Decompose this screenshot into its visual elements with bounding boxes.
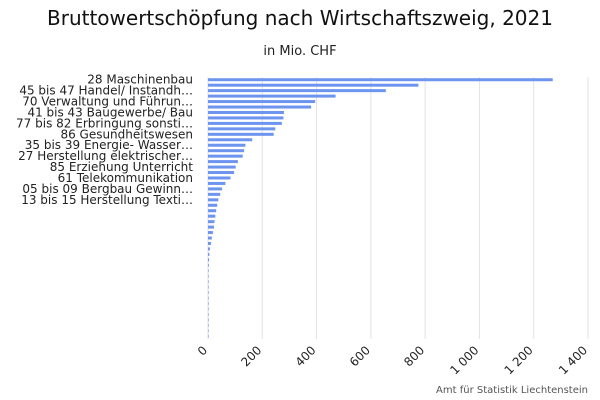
bar-36 [208, 274, 209, 278]
bar-32 [208, 252, 210, 256]
bar-19 [208, 181, 226, 185]
bar-34 [208, 263, 209, 267]
category-label-0: 28 Maschinenbau [87, 73, 193, 87]
bar-8 [208, 121, 282, 125]
x-tick-label-5: 1 000 [447, 343, 481, 377]
category-label-2: 45 bis 47 Handel/ Instandh… [19, 84, 193, 98]
bar-41 [208, 302, 209, 306]
bar-42 [208, 307, 209, 311]
bar-6 [208, 110, 284, 114]
category-label-14: 27 Herstellung elektrischer… [18, 149, 193, 163]
category-label-10: 86 Gesundheitswesen [60, 127, 193, 141]
bar-13 [208, 149, 245, 153]
bar-20 [208, 187, 223, 191]
bar-30 [208, 241, 211, 245]
bar-17 [208, 171, 235, 175]
bar-12 [208, 143, 246, 147]
bar-0 [208, 78, 553, 82]
bar-5 [208, 105, 312, 109]
bar-11 [208, 138, 253, 142]
chart-subtitle: in Mio. CHF [263, 44, 337, 59]
bar-45 [208, 323, 209, 327]
source-note: Amt für Statistik Liechtenstein [436, 385, 588, 396]
x-tick-label-3: 600 [347, 343, 373, 369]
bar-3 [208, 94, 336, 98]
bar-29 [208, 236, 212, 240]
bar-4 [208, 100, 316, 104]
category-label-12: 35 bis 39 Energie- Wasser… [25, 138, 193, 152]
x-tick-label-6: 1 200 [502, 343, 536, 377]
bar-14 [208, 154, 243, 158]
bar-18 [208, 176, 231, 180]
x-tick-label-7: 1 400 [556, 343, 590, 377]
bar-27 [208, 225, 214, 229]
x-tick-label-0: 0 [195, 343, 210, 358]
category-label-18: 61 Telekommunikation [58, 171, 193, 185]
x-tick-label-4: 800 [401, 343, 427, 369]
bar-46 [208, 329, 209, 333]
category-label-20: 05 bis 09 Bergbau Gewinn… [22, 182, 193, 196]
bar-1 [208, 83, 419, 87]
chart-title: Bruttowertschöpfung nach Wirtschaftszwei… [47, 6, 553, 30]
bar-23 [208, 203, 218, 207]
x-tick-label-1: 200 [238, 343, 264, 369]
bar-10 [208, 132, 274, 136]
bar-15 [208, 160, 238, 164]
bar-37 [208, 280, 209, 284]
bar-35 [208, 269, 209, 273]
bar-39 [208, 291, 209, 295]
bar-44 [208, 318, 209, 322]
bar-2 [208, 89, 386, 93]
bar-25 [208, 214, 216, 218]
bar-33 [208, 258, 210, 262]
bar-47 [208, 334, 209, 338]
bar-16 [208, 165, 236, 169]
bar-22 [208, 198, 219, 202]
bar-43 [208, 312, 209, 316]
category-label-4: 70 Verwaltung und Führun… [22, 95, 193, 109]
bar-40 [208, 296, 209, 300]
x-tick-label-2: 400 [293, 343, 319, 369]
bar-26 [208, 220, 215, 224]
category-label-22: 13 bis 15 Herstellung Texti… [21, 193, 193, 207]
bar-7 [208, 116, 284, 120]
bar-9 [208, 127, 276, 131]
bar-21 [208, 192, 221, 196]
bar-38 [208, 285, 209, 289]
bar-31 [208, 247, 210, 251]
category-label-16: 85 Erziehung Unterricht [50, 160, 194, 174]
bar-24 [208, 209, 217, 213]
category-label-6: 41 bis 43 Baugewerbe/ Bau [27, 105, 193, 119]
bar-28 [208, 231, 213, 235]
category-label-8: 77 bis 82 Erbringung sonsti… [16, 116, 193, 130]
